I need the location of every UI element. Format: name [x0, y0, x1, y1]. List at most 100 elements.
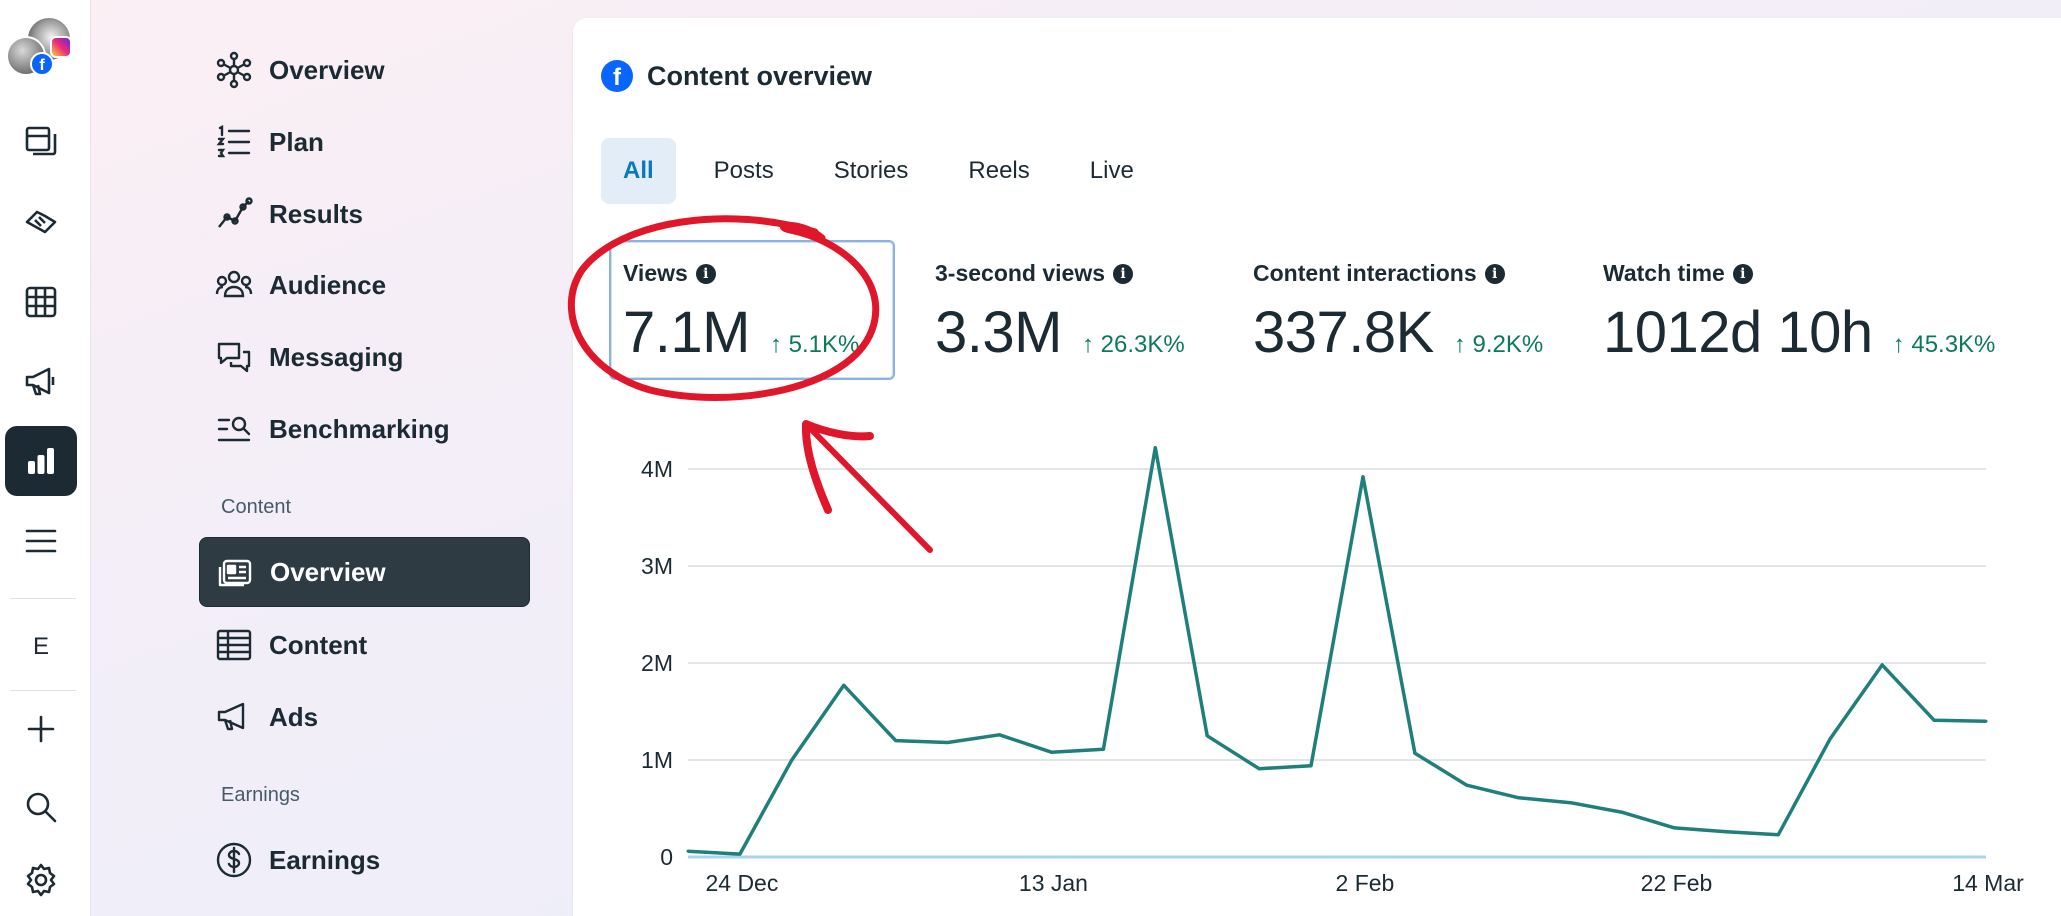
rail-settings-button[interactable] [5, 845, 77, 915]
content-card-icon [218, 559, 252, 587]
rail-business-button[interactable]: E [5, 612, 77, 682]
data-point[interactable] [1465, 783, 1469, 787]
nav-item-messaging[interactable]: Messaging [199, 322, 530, 392]
nav-item-plan[interactable]: Plan [199, 107, 530, 177]
data-point[interactable] [1569, 801, 1573, 805]
info-icon[interactable]: i [1732, 263, 1753, 284]
line-trend-icon [218, 197, 253, 228]
metric-views[interactable]: Views i 7.1M ↑ 5.1K% [609, 240, 895, 380]
data-point[interactable] [1257, 767, 1261, 771]
page-title: Content overview [647, 60, 873, 91]
views-line-chart: 0 1M 2M 3M 4M 24 Dec 13 Jan 2 Feb 22 Feb 14 Mar [641, 445, 2024, 896]
rail-insights-button[interactable] [5, 426, 77, 496]
data-point[interactable] [738, 852, 742, 856]
data-point[interactable] [1621, 810, 1625, 814]
account-switcher-avatar[interactable]: f [6, 14, 72, 80]
rail-menu-button[interactable] [5, 506, 77, 576]
metric-change: ↑ 45.3K% [1892, 331, 1996, 358]
nav-item-label: Overview [270, 556, 386, 587]
data-point[interactable] [1101, 747, 1105, 751]
rail-pages-button[interactable] [5, 107, 77, 177]
tab-live[interactable]: Live [1089, 157, 1134, 184]
data-point[interactable] [998, 733, 1002, 737]
list-numbered-icon [216, 125, 251, 158]
info-icon[interactable]: i [1484, 263, 1505, 284]
data-point[interactable] [842, 683, 846, 687]
business-initial: E [32, 633, 49, 660]
data-point[interactable] [1153, 446, 1157, 450]
x-tick-label: 13 Jan [1019, 870, 1088, 896]
nav-item-label: Earnings [269, 844, 381, 875]
nav-item-earnings[interactable]: Earnings [199, 825, 530, 895]
nav-item-benchmarking[interactable]: Benchmarking [199, 394, 530, 464]
data-point[interactable] [1776, 833, 1780, 837]
data-point[interactable] [1309, 764, 1313, 768]
metric-watch-time[interactable]: Watch time i 1012d 10h ↑ 45.3K% [1603, 242, 1995, 382]
tab-all[interactable]: All [601, 138, 676, 204]
data-point[interactable] [1984, 719, 1988, 723]
metric-3-second-views[interactable]: 3-second views i 3.3M ↑ 26.3K% [935, 242, 1185, 382]
data-point[interactable] [1932, 718, 1936, 722]
nav-item-overview[interactable]: Overview [199, 35, 530, 105]
nav-item-content[interactable]: Content [199, 610, 530, 680]
chart-y-axis: 0 1M 2M 3M 4M [641, 456, 673, 870]
plus-icon [27, 715, 55, 743]
info-icon[interactable]: i [1113, 263, 1134, 284]
nav-item-content-overview[interactable]: Overview [199, 537, 530, 607]
rail-ads-button[interactable] [5, 346, 77, 416]
data-point[interactable] [686, 849, 690, 853]
rail-search-button[interactable] [5, 772, 77, 842]
card-header: f Content overview [601, 60, 872, 92]
rail-divider [10, 690, 76, 691]
metric-value: 1012d 10h [1603, 300, 1873, 365]
y-tick-label: 4M [641, 456, 673, 482]
dollar-circle-icon [216, 842, 252, 878]
nav-item-label: Results [269, 198, 363, 229]
nav-item-audience[interactable]: Audience [199, 250, 530, 320]
handshake-icon [25, 210, 57, 234]
data-point[interactable] [946, 741, 950, 745]
metric-change: ↑ 5.1K% [769, 331, 860, 358]
content-type-tabs: All Posts Stories Reels Live [601, 138, 1172, 204]
megaphone-icon [217, 702, 245, 731]
data-point[interactable] [1413, 751, 1417, 755]
nav-item-label: Overview [269, 54, 385, 85]
metric-label: Views [623, 260, 688, 286]
data-point[interactable] [1880, 663, 1884, 667]
tab-stories[interactable]: Stories [833, 157, 909, 184]
rail-partnerships-button[interactable] [5, 187, 77, 257]
data-point[interactable] [1049, 750, 1053, 754]
megaphone-icon [25, 367, 55, 396]
nav-section-content: Content [221, 496, 292, 518]
info-icon[interactable]: i [695, 263, 716, 284]
data-point[interactable] [1828, 737, 1832, 741]
insights-nav: Overview Plan Results Audience Messaging… [195, 0, 535, 916]
overview-network-icon [216, 51, 252, 89]
rail-planner-button[interactable] [5, 267, 77, 337]
gear-icon [26, 863, 56, 897]
chat-bubbles-icon [217, 342, 251, 373]
nav-item-ads[interactable]: Ads [199, 682, 530, 752]
metric-content-interactions[interactable]: Content interactions i 337.8K ↑ 9.2K% [1253, 242, 1543, 382]
people-group-icon [215, 270, 253, 298]
menu-icon [25, 529, 57, 553]
tab-reels[interactable]: Reels [968, 157, 1030, 184]
x-tick-label: 24 Dec [705, 870, 778, 896]
data-point[interactable] [1361, 475, 1365, 479]
data-point[interactable] [790, 758, 794, 762]
rail-add-button[interactable] [5, 694, 77, 764]
metric-label: 3-second views [935, 260, 1106, 286]
y-tick-label: 1M [641, 747, 673, 773]
metric-change: ↑ 9.2K% [1453, 331, 1544, 358]
tab-posts[interactable]: Posts [713, 157, 774, 184]
data-point[interactable] [1205, 734, 1209, 738]
nav-item-results[interactable]: Results [199, 179, 530, 249]
data-point[interactable] [894, 739, 898, 743]
metric-label: Watch time [1603, 260, 1725, 286]
data-point[interactable] [1672, 826, 1676, 830]
facebook-badge-icon: f [30, 52, 54, 76]
data-point[interactable] [1724, 830, 1728, 834]
metric-value: 3.3M [935, 300, 1062, 365]
table-grid-icon [25, 286, 57, 318]
data-point[interactable] [1517, 796, 1521, 800]
